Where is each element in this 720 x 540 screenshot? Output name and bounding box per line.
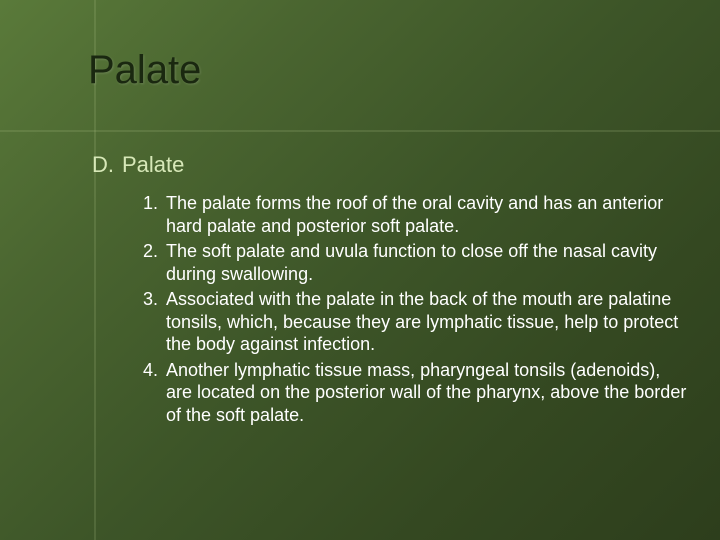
list-item: The palate forms the roof of the oral ca… <box>130 192 687 237</box>
slide: Palate D.Palate The palate forms the roo… <box>0 0 720 540</box>
list-item: Another lymphatic tissue mass, pharyngea… <box>130 359 687 427</box>
section-letter: D. <box>92 152 122 178</box>
section-heading-text: Palate <box>122 152 184 177</box>
numbered-list: The palate forms the roof of the oral ca… <box>130 192 687 426</box>
list-item: The soft palate and uvula function to cl… <box>130 240 687 285</box>
slide-content: D.Palate The palate forms the roof of th… <box>92 152 687 429</box>
section-heading: D.Palate <box>92 152 687 178</box>
slide-title: Palate <box>88 48 201 93</box>
list-item: Associated with the palate in the back o… <box>130 288 687 356</box>
